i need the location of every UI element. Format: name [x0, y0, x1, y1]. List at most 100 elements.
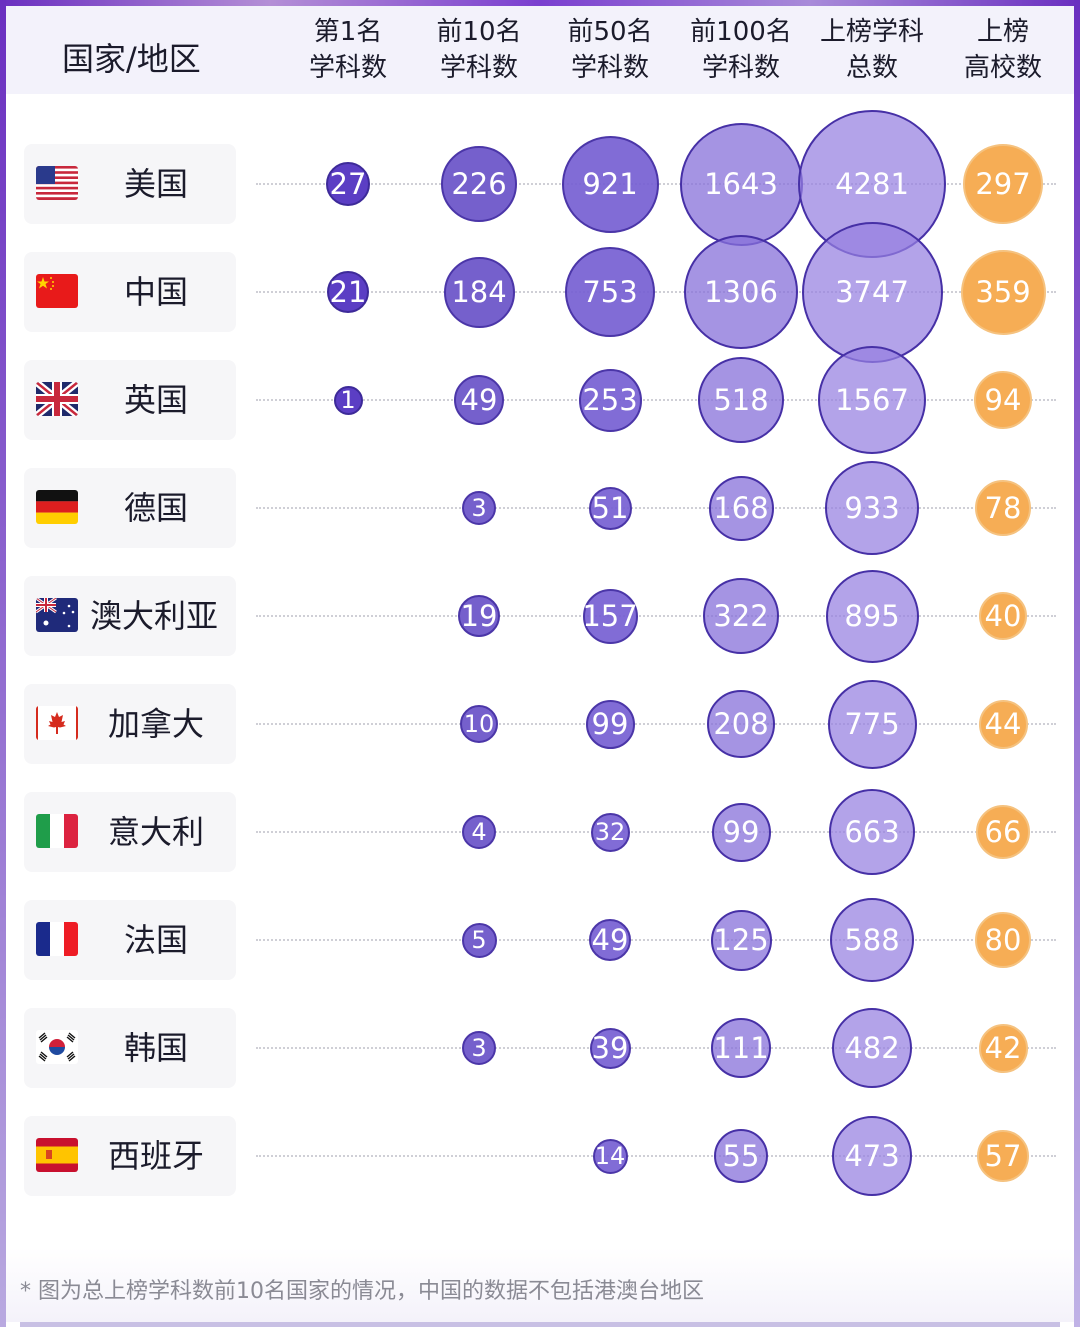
value-bubble: 78 [975, 480, 1031, 536]
left-border [0, 0, 6, 1327]
value-bubble: 921 [561, 135, 659, 233]
country-label: 意大利 [24, 792, 236, 872]
country-label: 英国 [24, 360, 236, 440]
value-bubble: 39 [589, 1027, 631, 1069]
value-bubble: 3 [462, 491, 496, 525]
value-bubble: 32 [590, 812, 630, 852]
au-flag-icon [36, 598, 78, 632]
value-bubble: 80 [975, 912, 1031, 968]
row-guide-line [256, 615, 1056, 617]
header-col-top10: 前10名 学科数 [436, 17, 522, 83]
value-bubble: 49 [589, 919, 631, 961]
country-name: 中国 [124, 273, 189, 311]
value-bubble: 57 [977, 1130, 1029, 1182]
value-bubble: 49 [454, 375, 504, 425]
country-name: 澳大利亚 [90, 597, 219, 635]
value-bubble: 19 [458, 595, 500, 637]
us-flag-icon [36, 166, 78, 200]
row-guide-line [256, 939, 1056, 941]
value-bubble: 3 [462, 1031, 496, 1065]
value-bubble: 111 [711, 1018, 771, 1078]
header-col-top50: 前50名 学科数 [567, 17, 653, 83]
cn-flag-icon [36, 274, 78, 308]
country-name: 法国 [124, 921, 189, 959]
row-guide-line [256, 831, 1056, 833]
value-bubble: 3747 [801, 221, 943, 363]
value-bubble: 27 [326, 162, 370, 206]
country-name: 德国 [124, 489, 189, 527]
value-bubble: 94 [974, 371, 1032, 429]
value-bubble: 168 [708, 475, 774, 541]
value-bubble: 518 [698, 357, 784, 443]
country-name: 西班牙 [108, 1137, 205, 1175]
right-border [1074, 0, 1080, 1327]
value-bubble: 253 [578, 368, 642, 432]
value-bubble: 322 [703, 578, 779, 654]
country-name: 美国 [124, 165, 189, 203]
gb-flag-icon [36, 382, 78, 416]
country-label: 法国 [24, 900, 236, 980]
country-label: 中国 [24, 252, 236, 332]
row-guide-line [256, 399, 1056, 401]
es-flag-icon [36, 1138, 78, 1172]
country-label: 加拿大 [24, 684, 236, 764]
value-bubble: 51 [588, 486, 632, 530]
value-bubble: 4 [462, 815, 496, 849]
value-bubble: 10 [460, 705, 498, 743]
country-label: 澳大利亚 [24, 576, 236, 656]
value-bubble: 157 [582, 588, 638, 644]
value-bubble: 40 [979, 592, 1027, 640]
value-bubble: 66 [976, 805, 1030, 859]
value-bubble: 125 [710, 909, 772, 971]
value-bubble: 99 [711, 802, 771, 862]
row-guide-line [256, 291, 1056, 293]
value-bubble: 1567 [818, 346, 926, 454]
country-label: 美国 [24, 144, 236, 224]
value-bubble: 895 [825, 569, 919, 663]
header-col-universities: 上榜 高校数 [963, 17, 1042, 83]
footer [6, 1248, 1074, 1322]
value-bubble: 184 [443, 256, 515, 328]
value-bubble: 14 [592, 1138, 628, 1174]
top-border [0, 0, 1080, 6]
value-bubble: 208 [707, 690, 775, 758]
value-bubble: 359 [960, 249, 1046, 335]
value-bubble: 99 [585, 699, 635, 749]
value-bubble: 297 [963, 144, 1043, 224]
table-header: 国家/地区 第1名 学科数 前10名 学科数 前50名 学科数 前100名 学科… [6, 6, 1074, 94]
it-flag-icon [36, 814, 78, 848]
value-bubble: 226 [441, 146, 517, 222]
value-bubble: 1306 [684, 235, 798, 349]
value-bubble: 21 [327, 271, 369, 313]
value-bubble: 42 [978, 1023, 1028, 1073]
row-guide-line [256, 1047, 1056, 1049]
header-col-top100: 前100名 学科数 [690, 17, 792, 83]
value-bubble: 5 [461, 922, 497, 958]
footnote: * 图为总上榜学科数前10名国家的情况，中国的数据不包括港澳台地区 [20, 1279, 704, 1304]
country-label: 西班牙 [24, 1116, 236, 1196]
value-bubble: 933 [825, 461, 919, 555]
value-bubble: 44 [978, 699, 1028, 749]
value-bubble: 482 [832, 1008, 912, 1088]
value-bubble: 55 [714, 1129, 768, 1183]
value-bubble: 1 [333, 385, 363, 415]
fr-flag-icon [36, 922, 78, 956]
value-bubble: 473 [832, 1116, 912, 1196]
header-country: 国家/地区 [62, 40, 201, 78]
country-label: 德国 [24, 468, 236, 548]
value-bubble: 1643 [679, 122, 803, 246]
ca-flag-icon [36, 706, 78, 740]
header-col-total: 上榜学科 总数 [819, 17, 924, 83]
row-guide-line [256, 723, 1056, 725]
value-bubble: 775 [827, 679, 917, 769]
row-guide-line [256, 1155, 1056, 1157]
header-col-rank1: 第1名 学科数 [308, 17, 387, 83]
value-bubble: 753 [565, 247, 655, 337]
row-guide-line [256, 507, 1056, 509]
country-name: 意大利 [108, 813, 205, 851]
value-bubble: 588 [830, 898, 914, 982]
value-bubble: 663 [829, 789, 915, 875]
de-flag-icon [36, 490, 78, 524]
country-label: 韩国 [24, 1008, 236, 1088]
country-name: 加拿大 [108, 705, 205, 743]
